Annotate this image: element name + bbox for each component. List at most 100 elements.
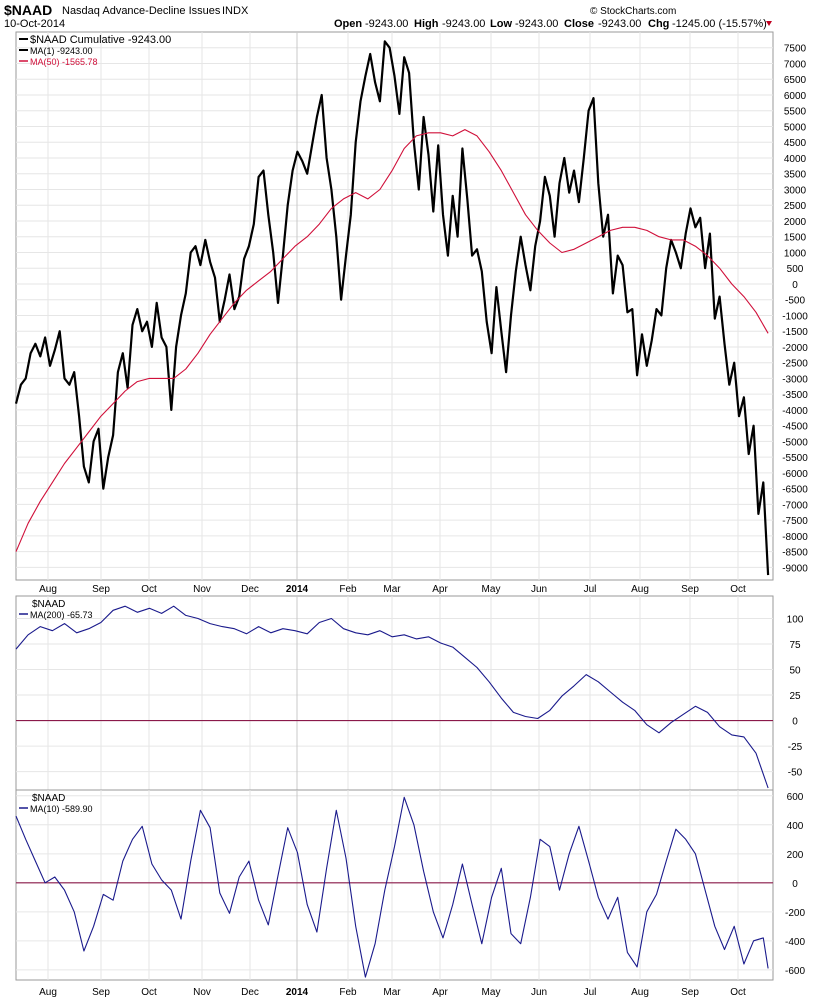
y-tick-label: -4000 — [782, 406, 808, 417]
x-tick-label: Feb — [339, 987, 357, 998]
y-tick-label: 5000 — [784, 122, 807, 133]
x-tick-label: Jun — [531, 584, 547, 595]
y-tick-label: -9000 — [782, 563, 808, 574]
close-value: -9243.00 — [598, 18, 641, 30]
legend-label: $NAAD — [32, 793, 65, 804]
x-tick-label: Aug — [631, 584, 649, 595]
y-tick-label: 0 — [792, 879, 798, 890]
series-line — [15, 129, 769, 552]
y-tick-label: -400 — [785, 937, 805, 948]
x-tick-label: May — [482, 584, 501, 595]
y-tick-label: -6000 — [782, 469, 808, 480]
y-tick-label: -7500 — [782, 516, 808, 527]
x-tick-label: Aug — [39, 987, 57, 998]
legend-label: $NAAD Cumulative -9243.00 — [30, 34, 171, 46]
y-tick-label: 0 — [792, 280, 798, 291]
high-label: High — [414, 18, 439, 30]
panel-frame — [15, 31, 774, 581]
legend-label: MA(200) -65.73 — [30, 610, 93, 620]
x-tick-label: Oct — [730, 987, 746, 998]
date-label: 10-Oct-2014 — [4, 18, 65, 30]
y-tick-label: -500 — [785, 296, 805, 307]
y-tick-label: 6500 — [784, 75, 807, 86]
y-tick-label: 2000 — [784, 217, 807, 228]
y-tick-label: -200 — [785, 908, 805, 919]
y-tick-label: 7000 — [784, 59, 807, 70]
y-tick-label: 1000 — [784, 248, 807, 259]
x-tick-label: Sep — [92, 584, 110, 595]
y-tick-label: 100 — [787, 614, 804, 625]
y-tick-label: 7500 — [784, 44, 807, 55]
x-tick-label: Jul — [584, 987, 597, 998]
y-tick-label: 25 — [789, 691, 801, 702]
y-tick-label: 500 — [787, 264, 804, 275]
y-tick-label: 6000 — [784, 91, 807, 102]
y-tick-label: -3500 — [782, 390, 808, 401]
y-tick-label: 4500 — [784, 138, 807, 149]
x-tick-label: Mar — [383, 584, 401, 595]
y-tick-label: -8000 — [782, 532, 808, 543]
high-value: -9243.00 — [442, 18, 485, 30]
y-tick-label: 75 — [789, 640, 801, 651]
legend-label: $NAAD — [32, 599, 65, 610]
x-tick-label: Nov — [193, 584, 211, 595]
x-tick-label: Aug — [631, 987, 649, 998]
x-tick-label: Nov — [193, 987, 211, 998]
y-tick-label: 600 — [787, 792, 804, 803]
x-tick-label: May — [482, 987, 501, 998]
legend-label: MA(50) -1565.78 — [30, 57, 98, 67]
chg-value: -1245.00 (-15.57%) — [672, 18, 767, 30]
x-tick-label: Apr — [432, 987, 448, 998]
x-tick-label: Sep — [92, 987, 110, 998]
close-label: Close — [564, 18, 594, 30]
y-tick-label: 3500 — [784, 170, 807, 181]
x-tick-label: Feb — [339, 584, 357, 595]
y-tick-label: 5500 — [784, 107, 807, 118]
legend-label: MA(1) -9243.00 — [30, 46, 93, 56]
y-tick-label: -8500 — [782, 548, 808, 559]
y-tick-label: 200 — [787, 850, 804, 861]
x-tick-label: Oct — [141, 987, 157, 998]
panel-frame — [15, 789, 774, 981]
x-tick-label: Jun — [531, 987, 547, 998]
y-tick-label: 400 — [787, 821, 804, 832]
low-value: -9243.00 — [515, 18, 558, 30]
x-tick-label: Sep — [681, 987, 699, 998]
y-tick-label: 4000 — [784, 154, 807, 165]
y-tick-label: 50 — [789, 666, 801, 677]
chg-label: Chg — [648, 18, 669, 30]
chart-panels: 7500700065006000550050004500400035003000… — [14, 31, 808, 998]
index-name: Nasdaq Advance-Decline Issues — [62, 5, 221, 17]
y-tick-label: 1500 — [784, 233, 807, 244]
y-tick-label: -5000 — [782, 437, 808, 448]
x-tick-label: Jul — [584, 584, 597, 595]
legend-label: MA(10) -589.90 — [30, 804, 93, 814]
y-tick-label: -4500 — [782, 422, 808, 433]
x-tick-label: Oct — [730, 584, 746, 595]
x-tick-label: Apr — [432, 584, 448, 595]
x-tick-label: Oct — [141, 584, 157, 595]
x-tick-label: Sep — [681, 584, 699, 595]
open-value: -9243.00 — [365, 18, 408, 30]
series-line — [15, 605, 769, 789]
y-tick-label: -3000 — [782, 374, 808, 385]
symbol-title: $NAAD — [4, 2, 52, 18]
panel-1: 7500700065006000550050004500400035003000… — [14, 31, 808, 595]
x-tick-label: Dec — [241, 584, 259, 595]
down-arrow-icon — [766, 21, 772, 26]
y-tick-label: -25 — [788, 742, 803, 753]
low-label: Low — [490, 18, 512, 30]
x-tick-label: 2014 — [286, 987, 309, 998]
y-tick-label: 0 — [792, 717, 798, 728]
y-tick-label: 3000 — [784, 185, 807, 196]
y-tick-label: -1500 — [782, 327, 808, 338]
y-tick-label: -600 — [785, 966, 805, 977]
y-tick-label: -1000 — [782, 311, 808, 322]
y-tick-label: -50 — [788, 768, 803, 779]
brand-label: © StockCharts.com — [590, 6, 676, 17]
y-tick-label: -2000 — [782, 343, 808, 354]
y-tick-label: -5500 — [782, 453, 808, 464]
